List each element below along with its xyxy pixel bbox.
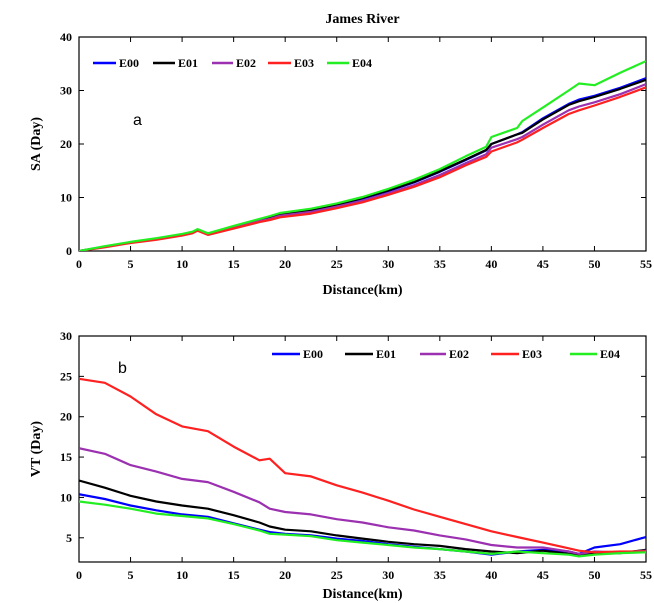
x-tick-label: 45 <box>537 568 549 582</box>
x-tick-label: 10 <box>176 257 188 271</box>
x-tick-label: 5 <box>128 257 134 271</box>
series-line-e01 <box>79 78 646 251</box>
x-tick-label: 35 <box>434 568 446 582</box>
y-tick-label: 30 <box>60 329 72 343</box>
x-axis-label: Distance(km) <box>322 587 402 602</box>
y-tick-label: 30 <box>60 84 72 98</box>
series-group <box>79 377 646 558</box>
legend-label-e00: E00 <box>119 56 139 70</box>
series-line-e04 <box>79 500 646 558</box>
y-tick-label: 0 <box>66 244 72 258</box>
x-tick-label: 5 <box>128 568 134 582</box>
legend-label-e02: E02 <box>236 56 256 70</box>
series-line-e00 <box>79 77 646 251</box>
x-tick-label: 40 <box>485 568 497 582</box>
legend-label-e00: E00 <box>303 347 323 361</box>
x-tick-label: 50 <box>588 568 600 582</box>
y-tick-label: 10 <box>60 191 72 205</box>
x-tick-label: 50 <box>588 257 600 271</box>
legend: E00 E01 E02 E03 E04 <box>268 344 638 364</box>
x-tick-label: 15 <box>228 568 240 582</box>
series-line-e03 <box>79 86 646 251</box>
x-tick-label: 20 <box>279 257 291 271</box>
x-tick-label: 25 <box>331 568 343 582</box>
x-tick-label: 40 <box>485 257 497 271</box>
legend-label-e03: E03 <box>522 347 542 361</box>
y-tick-label: 5 <box>66 531 72 545</box>
y-tick-label: 15 <box>60 450 72 464</box>
legend-label-e01: E01 <box>376 347 396 361</box>
x-tick-label: 15 <box>228 257 240 271</box>
x-tick-label: 25 <box>331 257 343 271</box>
panel-label: b <box>118 360 127 377</box>
x-tick-label: 55 <box>640 257 652 271</box>
legend-label-e04: E04 <box>600 347 620 361</box>
x-tick-label: 45 <box>537 257 549 271</box>
y-tick-label: 25 <box>60 369 72 383</box>
legend-label-e04: E04 <box>352 56 372 70</box>
x-tick-label: 30 <box>382 257 394 271</box>
legend-label-e01: E01 <box>178 56 198 70</box>
x-tick-label: 30 <box>382 568 394 582</box>
y-axis-label: VT (Day) <box>29 421 44 477</box>
series-line-e04 <box>79 60 646 251</box>
chart-title: James River <box>325 12 399 27</box>
y-tick-label: 20 <box>60 410 72 424</box>
legend-label-e03: E03 <box>294 56 314 70</box>
plot-frame <box>78 335 647 563</box>
series-line-e02 <box>79 447 646 556</box>
chart-panel-a: James River 0 5 10 15 20 25 30 35 40 45 50 55 0 10 20 30… <box>29 12 652 298</box>
x-tick-label: 20 <box>279 568 291 582</box>
x-tick-label: 35 <box>434 257 446 271</box>
chart-panel-b: 0 5 10 15 20 25 30 35 40 45 50 5551015202530Distanc… <box>29 329 652 602</box>
x-tick-label: 0 <box>76 257 82 271</box>
y-tick-label: 10 <box>60 490 72 504</box>
legend-label-e02: E02 <box>449 347 469 361</box>
panel-label: a <box>133 112 142 129</box>
legend: E00 E01 E02 E03 E04 <box>91 53 393 73</box>
y-axis-label: SA (Day) <box>29 117 44 171</box>
x-tick-label: 55 <box>640 568 652 582</box>
y-tick-label: 20 <box>60 137 72 151</box>
series-group <box>79 60 646 251</box>
legend-box <box>268 344 638 364</box>
series-line-e03 <box>79 377 646 554</box>
legend-box <box>91 53 393 73</box>
y-tick-label: 40 <box>60 30 72 44</box>
x-axis-label: Distance(km) <box>322 283 402 298</box>
x-tick-label: 0 <box>76 568 82 582</box>
x-tick-label: 10 <box>176 568 188 582</box>
